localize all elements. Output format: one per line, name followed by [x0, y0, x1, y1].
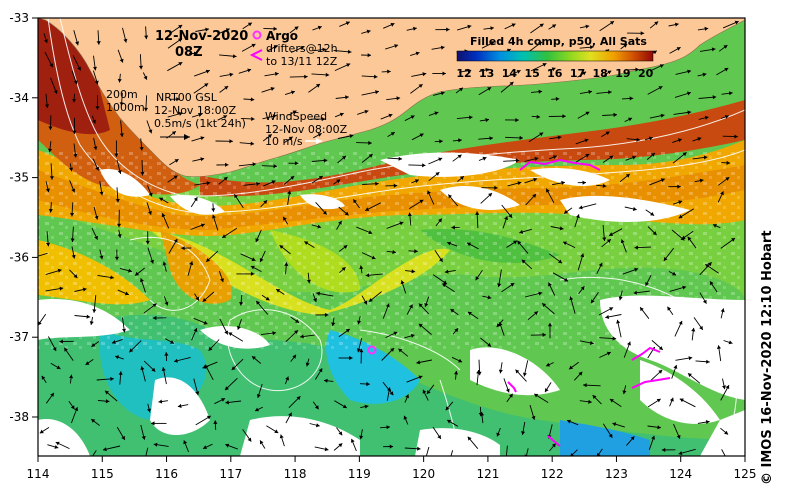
colorbar-tick-label: 20	[638, 67, 654, 80]
currents-scale: 0.5m/s (1kt 24h)	[154, 117, 246, 130]
wind-scale-arrow-icon	[305, 138, 322, 144]
contour-200m-label: 200m	[106, 88, 138, 101]
y-tick-label: -35	[9, 171, 29, 185]
map-hour: 08Z	[175, 45, 203, 60]
map-date: 12-Nov-2020	[155, 29, 248, 44]
wind-time: 12-Nov 08:00Z	[265, 123, 348, 136]
x-axis: 114 115 116 117 118 119 120 121 122 123 124 125	[27, 456, 757, 481]
x-tick-label: 114	[27, 467, 50, 481]
y-tick-label: -36	[9, 250, 29, 264]
colorbar-tick-label: 13	[479, 67, 494, 80]
wind-label: WindSpeed	[265, 110, 327, 123]
plot-frame	[37, 17, 746, 457]
contour-1000m-label: 1000m	[106, 101, 145, 114]
argo-legend: Argo drifters@12h to 13/11 12Z	[249, 29, 338, 68]
x-tick-label: 115	[91, 467, 114, 481]
colorbar-title: Filled 4h comp, p50, All Sats	[470, 35, 647, 48]
colorbar-tick-label: 16	[547, 67, 563, 80]
argo-floats	[367, 345, 377, 355]
x-tick-label: 125	[734, 467, 757, 481]
argo-symbol-icon	[252, 30, 262, 40]
colorbar-tick-label: 12	[456, 67, 471, 80]
drifters-label: drifters@12h	[266, 42, 338, 55]
drifters-range: to 13/11 12Z	[266, 55, 338, 68]
x-tick-label: 118	[284, 467, 307, 481]
x-tick-label: 122	[541, 467, 564, 481]
colorbar-gradient	[456, 50, 654, 62]
argo-float-icon	[367, 345, 377, 355]
x-tick-label: 120	[412, 467, 435, 481]
current-vectors	[38, 20, 739, 456]
y-tick-label: -34	[9, 91, 29, 105]
x-tick-label: 117	[219, 467, 242, 481]
x-tick-label: 124	[669, 467, 692, 481]
colorbar-tick-label: 14	[502, 67, 518, 80]
y-tick-label: -37	[9, 330, 29, 344]
currents-product: NRT00 GSL	[156, 91, 218, 104]
y-tick-label: -38	[9, 410, 29, 424]
x-tick-label: 116	[155, 467, 178, 481]
wind-scale: 10 m/s	[265, 135, 303, 148]
colorbar-tick-label: 15	[524, 67, 539, 80]
colorbar-tick-label: 17	[570, 67, 585, 80]
colorbar-tick-label: 19	[615, 67, 630, 80]
argo-label: Argo	[266, 29, 298, 43]
sst-field	[38, 18, 745, 456]
sst-colorbar: Filled 4h comp, p50, All Sats 12 13 14 15 16…	[456, 35, 653, 80]
currents-time: 12-Nov 18:00Z	[154, 104, 237, 117]
x-tick-label: 119	[348, 467, 371, 481]
y-tick-label: -33	[9, 11, 29, 25]
x-tick-label: 121	[476, 467, 499, 481]
drifter-tracks	[507, 158, 671, 447]
credit-text: © IMOS 16-Nov-2020 12:10 Hobart	[760, 230, 775, 485]
drifter-symbol-icon	[249, 49, 263, 61]
colorbar-tick-label: 18	[593, 67, 608, 80]
current-scale-arrow-icon	[160, 134, 190, 140]
y-axis: -33 -34 -35 -36 -37 -38	[9, 11, 38, 424]
x-tick-label: 123	[605, 467, 628, 481]
